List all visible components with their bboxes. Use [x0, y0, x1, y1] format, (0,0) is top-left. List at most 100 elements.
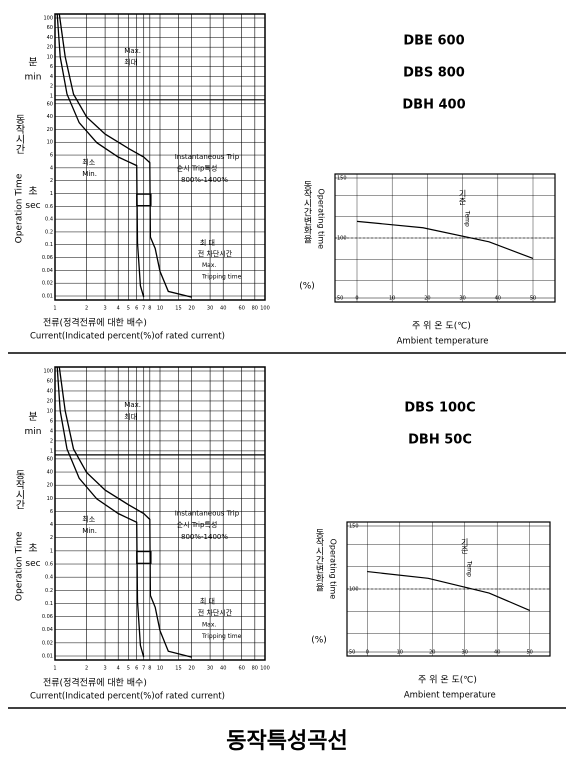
instant-band: [136, 550, 152, 564]
label: 0.02: [42, 281, 53, 287]
label: 100: [43, 369, 53, 375]
label: 10: [47, 408, 53, 414]
label: 6: [135, 306, 138, 312]
max-curve: [58, 366, 192, 658]
label: 100: [260, 666, 270, 672]
label: 6: [135, 666, 138, 672]
label: Temp: [464, 210, 471, 227]
label: 40: [47, 35, 53, 41]
label: 100: [349, 587, 359, 593]
label: 동작시간: [13, 114, 25, 154]
label: 기준: [458, 189, 467, 205]
label: 최대: [124, 58, 137, 67]
label: 최소: [82, 514, 95, 523]
label: 최 대: [200, 596, 215, 605]
label: 4: [50, 428, 53, 434]
label: DBE 600: [403, 34, 464, 49]
label: 0.6: [45, 204, 53, 210]
label: DBS 100C: [404, 401, 475, 416]
label: Instantaneous Trip: [175, 153, 240, 161]
label: 4: [50, 74, 53, 80]
label: Ambient temperature: [404, 691, 496, 701]
label: 150: [337, 176, 347, 182]
label: DBH 400: [402, 98, 465, 113]
label: 20: [188, 306, 194, 312]
instant-band: [136, 193, 152, 207]
label: 2: [50, 535, 53, 541]
label: 10: [47, 140, 53, 146]
label: 60: [47, 378, 53, 384]
label: 8: [148, 666, 151, 672]
label: sec: [25, 559, 40, 569]
label: 80: [252, 306, 258, 312]
label: 전 차단시간: [198, 608, 233, 617]
label: Tripping time: [201, 274, 242, 281]
max-curve: [58, 13, 192, 298]
label: 10: [47, 54, 53, 60]
label: 7: [142, 666, 145, 672]
label: 1: [50, 448, 53, 454]
label: 최소: [82, 158, 95, 167]
label: 6: [50, 64, 53, 70]
temp-curve: [367, 570, 530, 611]
label: 30: [207, 306, 213, 312]
label: 20: [47, 483, 53, 489]
label: 0.4: [45, 217, 53, 223]
label: 80: [252, 666, 258, 672]
label: 전 차단시간: [198, 249, 233, 258]
label: 기준: [460, 538, 469, 554]
label: Min.: [82, 527, 97, 535]
label: 5: [127, 306, 130, 312]
label: 0.01: [42, 294, 53, 300]
label: 15: [175, 306, 181, 312]
label: 15: [175, 666, 181, 672]
label: 0.6: [45, 562, 53, 568]
label: 0.02: [42, 640, 53, 646]
label: 주 위 온 도(℃): [412, 321, 471, 332]
label: 순시 Trip특성: [177, 163, 218, 172]
label: Instantaneous Trip: [175, 510, 240, 518]
label: 60: [47, 456, 53, 462]
label: Operating time: [317, 188, 326, 249]
label: 20: [47, 45, 53, 51]
label: 동작시간변화율: [302, 180, 312, 243]
label: 50: [337, 296, 343, 302]
label: 분: [28, 411, 37, 423]
label: 2: [50, 84, 53, 90]
label: Current(Indicated percent(%)of rated cur…: [30, 692, 225, 702]
label: 60: [239, 306, 245, 312]
label: 4: [50, 522, 53, 528]
label: 20: [47, 398, 53, 404]
label: 800%-1400%: [181, 176, 228, 184]
label: 0.2: [45, 229, 53, 235]
label: min: [25, 427, 42, 437]
label: 0.04: [42, 627, 53, 633]
label: 1: [53, 306, 56, 312]
label: 동작시간: [13, 469, 25, 509]
label: 100: [260, 306, 270, 312]
label: Max.: [124, 401, 141, 409]
label: 40: [47, 114, 53, 120]
label: 최대: [124, 412, 137, 421]
label: 100: [43, 16, 53, 22]
label: 50: [349, 650, 355, 656]
label: DBS 800: [403, 66, 465, 81]
label: 최 대: [200, 238, 215, 247]
label: Tripping time: [201, 633, 242, 640]
label: 60: [47, 25, 53, 31]
label: 4: [117, 666, 120, 672]
label: 40: [47, 388, 53, 394]
label: min: [25, 72, 42, 82]
label: 4: [50, 165, 53, 171]
label: Current(Indicated percent(%)of rated cur…: [30, 332, 225, 342]
label: Operating time: [329, 539, 338, 600]
label: 60: [47, 101, 53, 107]
label: 1: [50, 548, 53, 554]
label: 7: [142, 306, 145, 312]
label: 전류(정격전류에 대한 배수): [43, 677, 147, 689]
label: 분: [28, 57, 37, 69]
label: 10: [47, 496, 53, 502]
label: 순시 Trip특성: [177, 520, 218, 529]
min-curve: [56, 13, 145, 298]
